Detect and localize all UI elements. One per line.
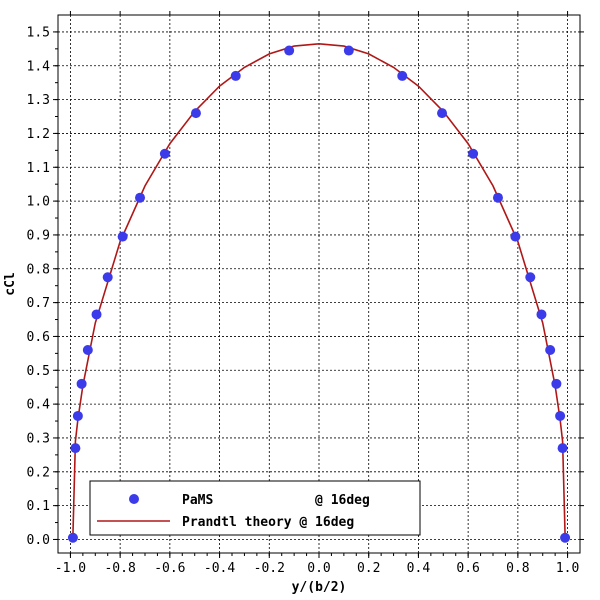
data-point-pams [536,309,547,320]
x-tick-label: 0.2 [357,561,380,576]
data-point-pams [525,272,536,283]
legend-label-prandtl: Prandtl theory @ 16deg [182,515,354,530]
data-point-pams [555,410,566,421]
data-point-pams [117,231,128,242]
data-point-pams [230,70,241,81]
data-point-pams [437,108,448,119]
x-tick-label: 1.0 [556,561,579,576]
data-point-pams [190,108,201,119]
data-point-pams [67,532,78,543]
data-point-pams [343,45,354,56]
series-line-prandtl [72,42,566,537]
y-tick-label: 1.2 [27,127,50,142]
data-point-pams [468,148,479,159]
data-point-pams [82,344,93,355]
y-tick-label: 0.2 [27,465,50,480]
data-point-pams [560,532,571,543]
data-point-pams [492,192,503,203]
legend: PaMS @ 16deg Prandtl theory @ 16deg [89,480,421,536]
x-tick-label: -0.4 [204,561,235,576]
y-tick-label: 0.8 [27,262,50,277]
y-tick-label: 1.4 [27,59,51,74]
y-axis-ticks: 0.0 0.1 0.2 0.3 0.4 0.5 0.6 0.7 0.8 0.9 1.0 1.1 1.2 1… [27,25,584,548]
x-tick-label: -0.2 [254,561,285,576]
x-tick-label: 0.0 [307,561,330,576]
y-tick-label: 0.0 [27,533,50,548]
x-tick-label: 0.8 [506,561,529,576]
data-point-pams [91,309,102,320]
y-tick-label: 0.9 [27,228,50,243]
data-point-pams [159,148,170,159]
data-point-pams [70,443,81,454]
legend-box [89,480,421,536]
data-point-pams [76,378,87,389]
x-tick-label: 0.4 [407,561,431,576]
series-points-layer [67,45,571,543]
data-point-pams [284,45,295,56]
x-axis-ticks: -1.0 -0.8 -0.6 -0.4 -0.2 0.0 0.2 0.4 0.6 0.8 1.0 [55,11,579,576]
y-axis-label: cCl [3,272,18,295]
y-tick-label: 1.1 [27,161,50,176]
data-point-pams [135,192,146,203]
data-point-pams [72,410,83,421]
y-tick-label: 0.4 [27,398,51,413]
y-tick-label: 0.1 [27,499,50,514]
y-tick-label: 1.0 [27,195,50,210]
data-point-pams [510,231,521,242]
y-tick-label: 1.3 [27,93,50,108]
x-tick-label: -0.8 [104,561,135,576]
data-point-pams [397,70,408,81]
y-tick-label: 0.5 [27,364,50,379]
data-point-pams [551,378,562,389]
y-tick-label: 0.6 [27,330,50,345]
grid [58,15,580,553]
legend-marker-pams [129,494,139,504]
data-point-pams [545,344,556,355]
y-tick-label: 0.7 [27,296,50,311]
data-point-pams [557,443,568,454]
y-tick-label: 0.3 [27,431,50,446]
y-tick-label: 1.5 [27,25,50,40]
x-axis-label: y/(b/2) [292,580,347,595]
legend-label-pams: PaMS @ 16deg [182,493,370,508]
series-line-layer [72,42,566,537]
data-point-pams [102,272,113,283]
x-tick-label: -1.0 [55,561,86,576]
x-tick-label: -0.6 [154,561,185,576]
x-tick-label: 0.6 [456,561,479,576]
